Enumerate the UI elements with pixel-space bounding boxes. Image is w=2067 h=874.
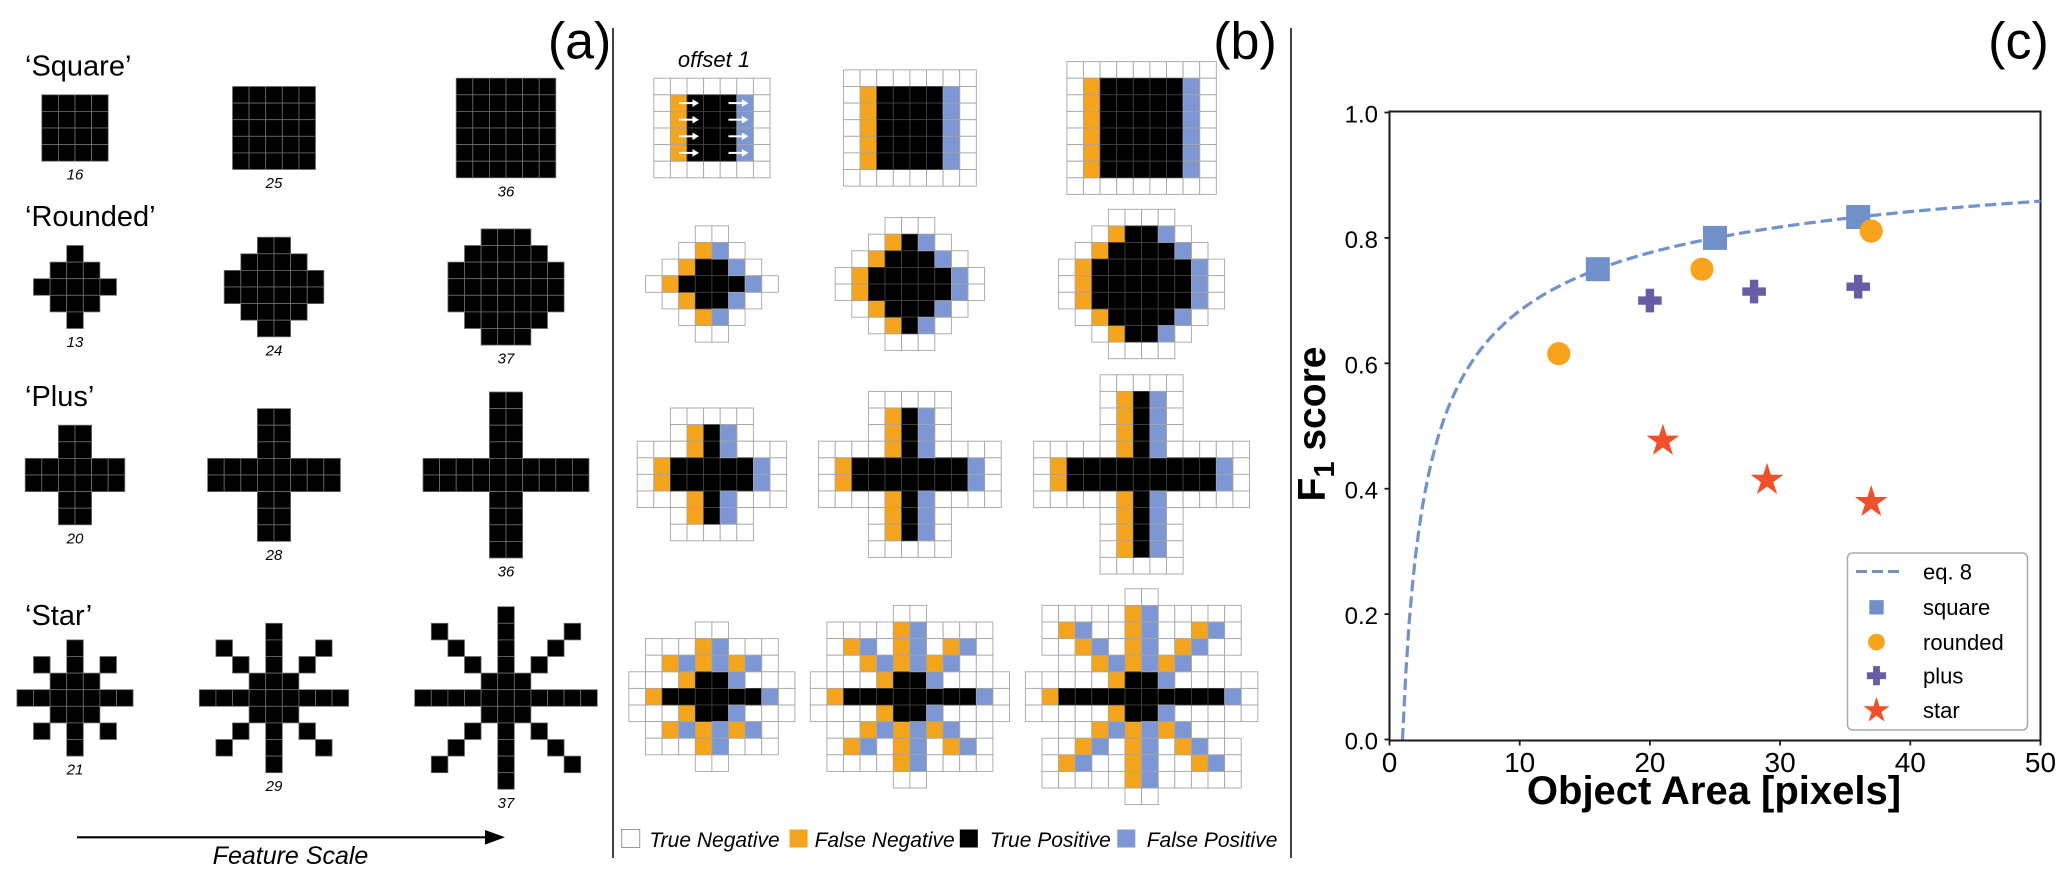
svg-text:‘Rounded’: ‘Rounded’ bbox=[25, 201, 156, 233]
svg-text:0.4: 0.4 bbox=[1345, 478, 1378, 505]
svg-text:0.8: 0.8 bbox=[1345, 227, 1378, 254]
svg-text:20: 20 bbox=[66, 530, 84, 547]
svg-text:Object Area [pixels]: Object Area [pixels] bbox=[1527, 769, 1901, 813]
svg-text:plus: plus bbox=[1923, 663, 1963, 688]
svg-text:50: 50 bbox=[2025, 747, 2056, 778]
svg-text:0.2: 0.2 bbox=[1345, 603, 1378, 630]
svg-text:True Positive: True Positive bbox=[990, 829, 1111, 852]
svg-text:‘Square’: ‘Square’ bbox=[25, 51, 131, 83]
svg-text:13: 13 bbox=[67, 334, 84, 351]
svg-text:20: 20 bbox=[1634, 747, 1665, 778]
svg-text:rounded: rounded bbox=[1923, 630, 2004, 655]
svg-text:10: 10 bbox=[1504, 747, 1535, 778]
svg-text:28: 28 bbox=[265, 547, 283, 564]
svg-text:25: 25 bbox=[265, 175, 283, 192]
svg-text:F1 score: F1 score bbox=[1291, 347, 1341, 502]
svg-text:0: 0 bbox=[1382, 747, 1398, 778]
svg-text:30: 30 bbox=[1765, 747, 1796, 778]
svg-text:‘Plus’: ‘Plus’ bbox=[25, 381, 94, 413]
svg-text:0.0: 0.0 bbox=[1345, 729, 1378, 756]
svg-text:36: 36 bbox=[498, 183, 515, 200]
svg-text:True Negative: True Negative bbox=[649, 829, 779, 852]
svg-text:(b): (b) bbox=[1213, 13, 1277, 71]
svg-text:(a): (a) bbox=[548, 13, 612, 71]
svg-text:40: 40 bbox=[1895, 747, 1926, 778]
svg-text:37: 37 bbox=[498, 351, 515, 368]
svg-text:eq. 8: eq. 8 bbox=[1923, 560, 1972, 585]
svg-text:1.0: 1.0 bbox=[1345, 102, 1378, 129]
svg-text:(c): (c) bbox=[1988, 13, 2049, 71]
svg-text:False Positive: False Positive bbox=[1147, 829, 1278, 852]
svg-text:29: 29 bbox=[265, 778, 283, 795]
svg-text:Feature Scale: Feature Scale bbox=[213, 842, 369, 870]
svg-text:star: star bbox=[1923, 698, 1960, 723]
svg-text:square: square bbox=[1923, 595, 1990, 620]
svg-text:0.6: 0.6 bbox=[1345, 352, 1378, 379]
svg-text:36: 36 bbox=[498, 564, 515, 581]
svg-text:16: 16 bbox=[67, 167, 84, 184]
svg-text:False Negative: False Negative bbox=[815, 829, 955, 852]
svg-text:37: 37 bbox=[498, 795, 515, 812]
svg-text:offset 1: offset 1 bbox=[678, 47, 750, 72]
svg-text:‘Star’: ‘Star’ bbox=[25, 600, 92, 632]
svg-text:21: 21 bbox=[66, 762, 84, 779]
svg-text:24: 24 bbox=[265, 342, 283, 359]
